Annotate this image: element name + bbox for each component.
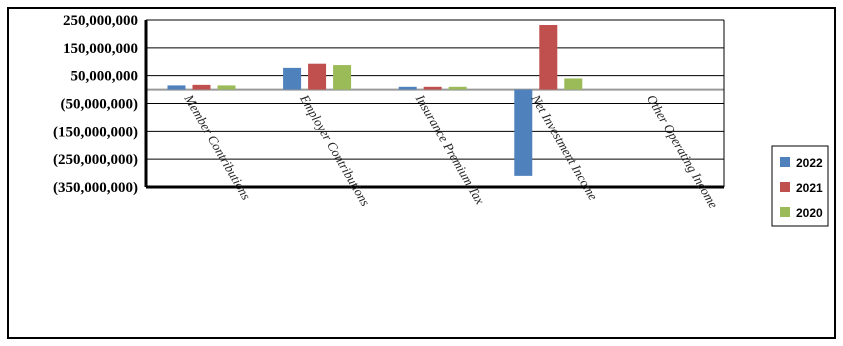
bar-2020	[448, 86, 467, 90]
legend-swatch-2022	[780, 157, 790, 167]
y-tick-label: 250,000,000	[63, 13, 138, 29]
bars	[167, 25, 583, 176]
bar-2021	[539, 25, 558, 90]
legend-label-2022: 2022	[796, 156, 823, 170]
y-tick-label: (150,000,000)	[53, 124, 138, 140]
y-tick-label: (250,000,000)	[53, 152, 138, 168]
bar-2020	[333, 65, 352, 90]
bar-2022	[283, 67, 302, 90]
y-axis-tick-labels: 250,000,000 150,000,000 50,000,000 (50,000,…	[53, 13, 138, 196]
bar-2021	[192, 84, 211, 90]
legend-swatch-2020	[780, 207, 790, 217]
bar-2021	[308, 63, 327, 90]
legend-label-2021: 2021	[796, 181, 823, 195]
category-label: Other Operating Income	[644, 92, 721, 211]
bar-2020	[217, 85, 236, 90]
y-tick-label: 50,000,000	[71, 69, 139, 85]
y-tick-label: (50,000,000)	[61, 97, 139, 113]
y-tick-label: (350,000,000)	[53, 180, 138, 196]
category-label: Employer Contributions	[297, 91, 374, 209]
legend-label-2020: 2020	[796, 206, 823, 220]
x-axis-category-labels: Member Contributions Employer Contributio…	[181, 91, 721, 211]
legend-swatch-2021	[780, 182, 790, 192]
axes	[144, 20, 725, 189]
bar-2021	[423, 86, 442, 90]
bar-2022	[398, 86, 417, 90]
bar-2022	[514, 89, 533, 176]
bar-2020	[564, 78, 583, 90]
legend: 2022 2021 2020	[771, 145, 829, 227]
y-tick-label: 150,000,000	[63, 41, 138, 57]
category-label: Insurance Premium Tax	[412, 91, 488, 207]
bar-2022	[167, 85, 186, 90]
